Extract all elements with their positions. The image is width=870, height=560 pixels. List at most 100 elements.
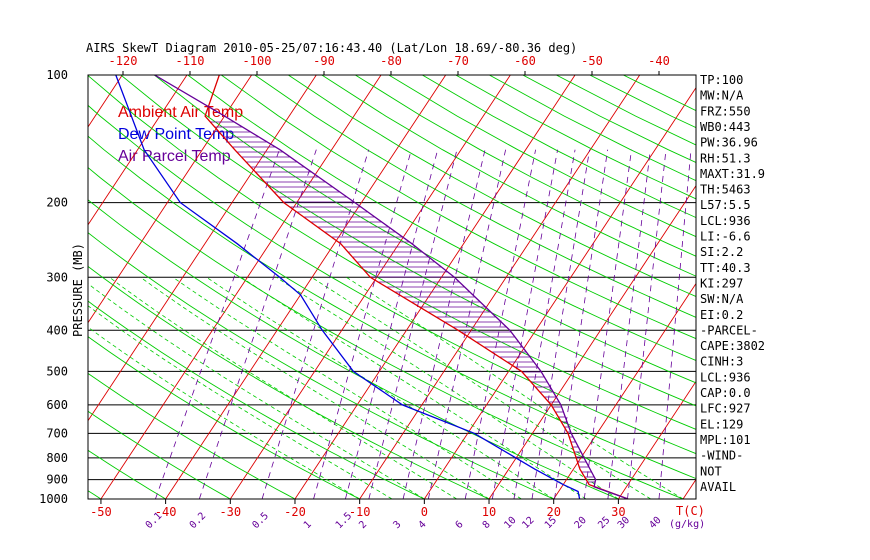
top-tick-label: -80	[380, 54, 402, 68]
moist-adiabat-line	[276, 276, 619, 499]
index-value: TH:5463	[700, 183, 751, 197]
mixing-ratio-label: 0.2	[188, 511, 209, 532]
mixing-ratio-line	[155, 149, 280, 499]
index-value: CINH:3	[700, 355, 743, 369]
dry-adiabat-line	[288, 75, 696, 297]
y-tick-label: 1000	[39, 492, 68, 506]
dry-adiabat-line	[355, 75, 696, 257]
mixing-ratio-line	[627, 149, 667, 499]
moist-adiabat-line	[140, 276, 490, 499]
mixing-ratio-line	[368, 149, 458, 499]
mixing-ratio-line	[427, 149, 507, 499]
y-tick-label: 600	[46, 398, 68, 412]
top-tick-label: -120	[109, 54, 138, 68]
top-tick-label: -50	[581, 54, 603, 68]
index-value: EI:0.2	[700, 308, 743, 322]
dry-adiabat-line	[88, 167, 684, 499]
y-axis-label: PRESSURE (MB)	[71, 243, 85, 337]
index-value: TT:40.3	[700, 261, 751, 275]
top-tick-label: -40	[648, 54, 670, 68]
mixing-ratio-label: 0.5	[250, 511, 271, 532]
isotherm-line	[553, 282, 696, 499]
moist-adiabat-line	[88, 305, 393, 499]
index-value: LFC:927	[700, 402, 751, 416]
y-tick-label: 400	[46, 323, 68, 337]
mixing-ratio-label: 8	[481, 519, 493, 531]
isotherm-line	[488, 184, 696, 499]
moist-adiabat-line	[88, 283, 425, 499]
index-value: TP:100	[700, 73, 743, 87]
index-value: EL:129	[700, 417, 743, 431]
index-value: NOT	[700, 464, 722, 478]
mixing-ratio-label: 6	[454, 519, 466, 531]
y-tick-label: 200	[46, 196, 68, 210]
legend-item-label: Air Parcel Temp	[118, 148, 231, 165]
mixing-ratio-line	[607, 149, 651, 499]
mixing-ratio-line	[402, 149, 486, 499]
index-value: -WIND-	[700, 449, 743, 463]
x-tick-label: -50	[90, 505, 112, 519]
grid	[0, 75, 696, 499]
dry-adiabat-line	[88, 75, 696, 430]
ambient-temp-line	[204, 75, 629, 499]
mixing-ratio-label: 4	[417, 519, 429, 531]
x-tick-label: -20	[284, 505, 306, 519]
mixing-ratio-line	[554, 149, 609, 499]
dry-adiabat-line	[120, 75, 696, 407]
dry-adiabat-line	[221, 75, 696, 340]
mixing-ratio-label: 1	[302, 519, 314, 531]
mixing-ratio-line	[464, 149, 537, 499]
moist-adiabat-line	[109, 276, 457, 499]
index-value: LI:-6.6	[700, 230, 751, 244]
index-value: MAXT:31.9	[700, 167, 765, 181]
dry-adiabat-line	[489, 75, 696, 182]
mixing-ratio-label: 25	[596, 515, 612, 531]
index-value: LCL:936	[700, 214, 751, 228]
mixing-ratio-line	[531, 149, 590, 499]
dry-adiabat-line	[88, 336, 360, 499]
moist-adiabat-line	[346, 276, 684, 499]
dry-adiabat-line	[88, 372, 296, 499]
moist-adiabat-line	[206, 276, 554, 499]
x-tick-label: 30	[611, 505, 625, 519]
series-lines	[115, 75, 629, 499]
top-tick-label: -90	[313, 54, 335, 68]
moist-adiabat-line	[172, 276, 522, 499]
x-tick-label: -30	[219, 505, 241, 519]
x-tick-label: -10	[349, 505, 371, 519]
parcel-temp-line	[154, 75, 629, 499]
y-tick-label: 800	[46, 451, 68, 465]
y-tick-label: 700	[46, 426, 68, 440]
moist-adiabat-line	[240, 276, 587, 499]
dry-adiabat-line	[0, 75, 36, 499]
isotherm-line	[88, 75, 317, 422]
y-tick-label: 300	[46, 270, 68, 284]
dry-adiabat-line	[88, 410, 231, 499]
index-value: CAP:0.0	[700, 386, 751, 400]
dry-adiabat-line	[88, 104, 696, 455]
dry-adiabat-line	[88, 199, 619, 499]
legend-item-label: Ambient Air Temp	[118, 104, 243, 121]
index-value: L57:5.5	[700, 198, 751, 212]
x-tick-label: 20	[546, 505, 560, 519]
index-value: SW:N/A	[700, 292, 744, 306]
mixing-ratio-line	[261, 149, 370, 499]
dry-adiabat-line	[88, 300, 425, 499]
mixing-ratio-line	[658, 149, 692, 499]
isotherm-line	[88, 75, 253, 324]
legend: Ambient Air Temp Dew Point Temp Air Parcel…	[118, 104, 243, 165]
dry-adiabat-line	[154, 75, 696, 384]
dry-adiabat-line	[321, 75, 696, 277]
isotherm-line	[359, 75, 641, 499]
dewpoint-line	[115, 75, 581, 499]
mixing-ratio-line	[583, 149, 632, 499]
chart-title: AIRS SkewT Diagram 2010-05-25/07:16:43.4…	[86, 41, 577, 55]
top-tick-label: -70	[447, 54, 469, 68]
moist-adiabat-line	[311, 276, 651, 499]
x-tick-label: -40	[155, 505, 177, 519]
y-tick-label: 100	[46, 68, 68, 82]
isotherm-line	[229, 75, 511, 499]
dry-adiabat-line	[88, 135, 696, 480]
index-value: RH:51.3	[700, 151, 751, 165]
